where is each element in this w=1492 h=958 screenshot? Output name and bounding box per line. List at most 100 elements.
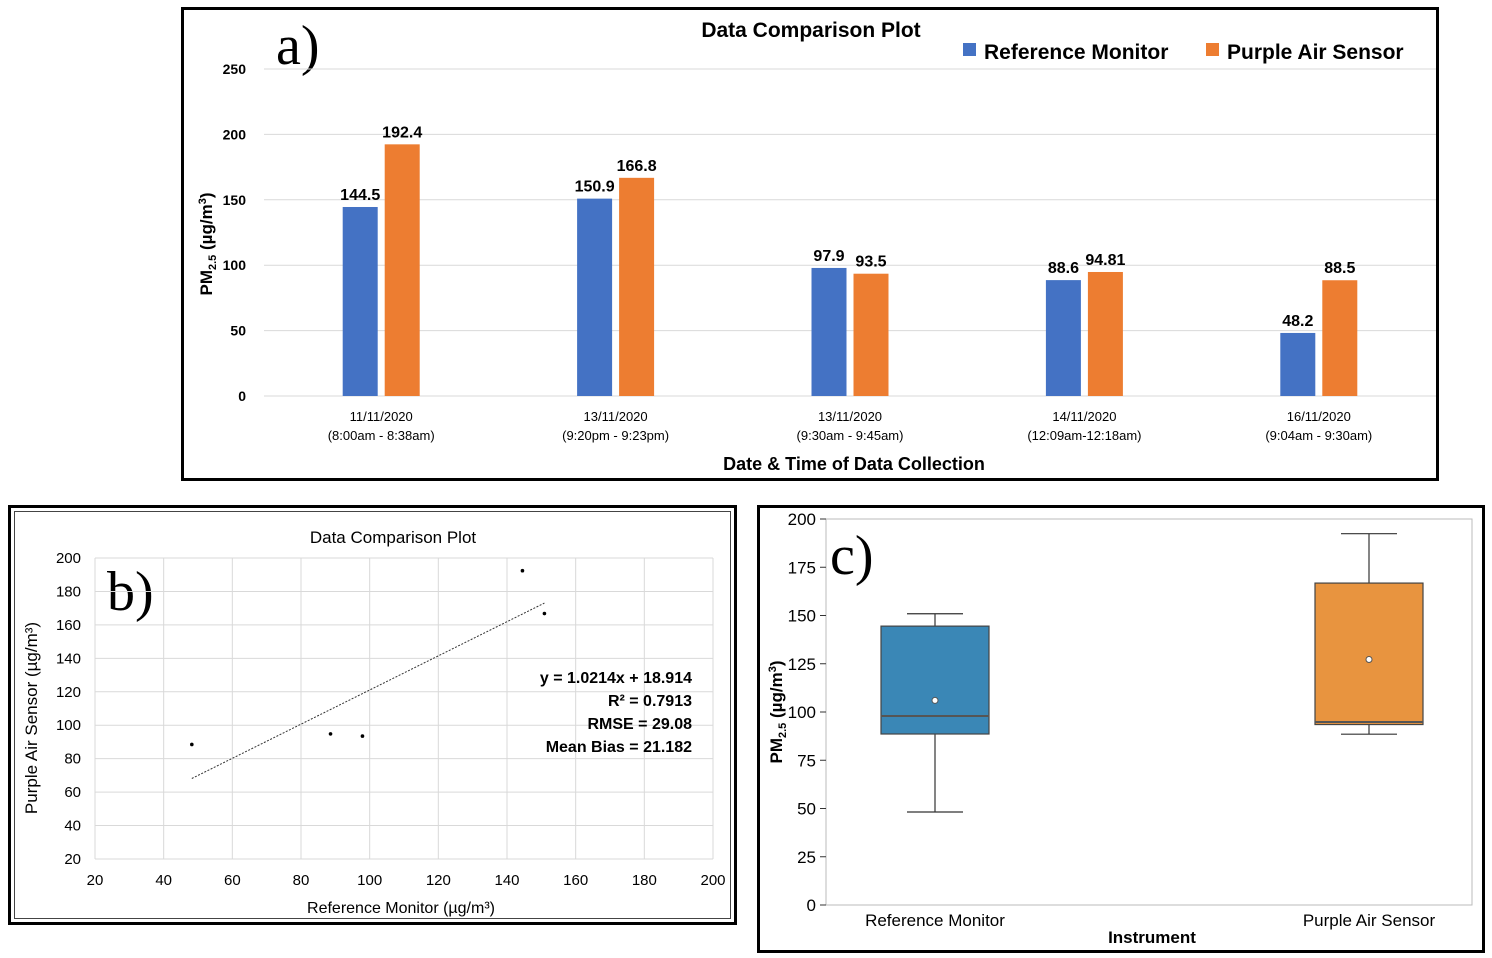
x-tick-label: 200: [700, 872, 725, 889]
x-axis-title: Date & Time of Data Collection: [723, 454, 985, 474]
box-reference: [880, 613, 990, 813]
y-tick-label: 180: [56, 583, 81, 600]
box-plot: c) PM2.5 (µg/m3) Instrument 0 25 50 75 100 12…: [767, 510, 1473, 947]
legend-swatch-reference: [963, 43, 976, 56]
y-tick-label: 160: [56, 617, 81, 634]
inner-frame: [14, 511, 731, 919]
data-label-purple: 192.4: [382, 124, 422, 141]
box-purple: [1314, 533, 1424, 735]
mean-marker: [931, 696, 939, 704]
iqr-box: [880, 625, 990, 735]
legend-label-purple: Purple Air Sensor: [1227, 41, 1404, 64]
regression-annotation: Mean Bias = 21.182: [546, 739, 692, 756]
scatter-chart: Data Comparison Plot b) Purple Air Senso…: [22, 528, 726, 917]
x-tick-date: 13/11/2020: [818, 409, 882, 424]
bar-reference: [1280, 332, 1316, 396]
bar-reference: [811, 267, 847, 396]
scatter-chart-panel: Data Comparison Plot b) Purple Air Senso…: [8, 505, 737, 925]
x-tick-label: 140: [494, 872, 519, 889]
y-axis-label: Purple Air Sensor (µg/m³): [22, 622, 41, 814]
x-tick-label: 80: [293, 872, 310, 889]
chart-title: Data Comparison Plot: [701, 19, 920, 42]
y-tick-label: 175: [788, 558, 816, 577]
x-tick-label: Reference Monitor: [865, 911, 1005, 930]
y-tick-label: 200: [56, 550, 81, 567]
x-tick-time: (9:20pm - 9:23pm): [562, 428, 669, 443]
x-tick-label: 20: [87, 872, 104, 889]
bar-purple: [853, 273, 889, 396]
scatter-point: [360, 734, 365, 738]
legend: Reference Monitor Purple Air Sensor: [963, 41, 1404, 64]
bar-purple: [384, 144, 420, 396]
y-tick-label: 20: [64, 851, 81, 868]
data-label-reference: 48.2: [1282, 313, 1313, 330]
x-tick-time: (8:00am - 8:38am): [328, 428, 435, 443]
y-tick-label: 75: [797, 751, 816, 770]
mean-marker: [1365, 656, 1373, 664]
y-tick-label: 50: [797, 800, 816, 819]
trendline: [191, 602, 545, 779]
panel-label: c): [830, 525, 874, 587]
x-axis-label: Reference Monitor (µg/m³): [307, 900, 495, 917]
x-axis-title: Instrument: [1108, 928, 1196, 947]
y-tick-label: 80: [64, 751, 81, 768]
y-tick-label: 250: [223, 61, 247, 77]
box-plot-panel: c) PM2.5 (µg/m3) Instrument 0 25 50 75 100 12…: [757, 505, 1485, 953]
x-tick-date: 11/11/2020: [350, 409, 413, 424]
y-tick-label: 50: [230, 323, 246, 339]
data-label-reference: 144.5: [340, 187, 380, 204]
iqr-box: [1314, 582, 1424, 726]
y-tick-label: 25: [797, 848, 816, 867]
scatter-point: [328, 732, 333, 736]
x-tick-label: 60: [224, 872, 241, 889]
bar-chart-panel: a) Data Comparison Plot Reference Monito…: [181, 7, 1439, 481]
x-tick-label: Purple Air Sensor: [1303, 911, 1436, 930]
x-tick-label: 180: [632, 872, 657, 889]
x-tick-date: 13/11/2020: [584, 409, 648, 424]
y-tick-label: 200: [788, 510, 816, 529]
panel-label: a): [276, 15, 320, 77]
data-label-reference: 88.6: [1048, 260, 1079, 277]
chart-title: Data Comparison Plot: [310, 528, 477, 547]
data-label-purple: 166.8: [617, 158, 657, 175]
regression-annotation: y = 1.0214x + 18.914: [540, 670, 692, 687]
y-tick-label: 0: [807, 896, 816, 915]
scatter-point: [542, 611, 547, 616]
y-tick-label: 140: [56, 650, 81, 667]
x-tick-time: (12:09am-12:18am): [1027, 428, 1141, 443]
y-tick-label: 200: [223, 126, 247, 142]
y-axis-label: PM2.5 (µg/m3): [767, 661, 789, 764]
data-label-reference: 97.9: [813, 248, 844, 265]
y-tick-label: 40: [64, 818, 81, 835]
legend-swatch-purple: [1206, 43, 1219, 56]
x-tick-label: 100: [357, 872, 382, 889]
bar-reference: [577, 198, 613, 396]
x-tick-label: 120: [426, 872, 451, 889]
data-label-purple: 93.5: [855, 254, 886, 271]
bar-reference: [1045, 280, 1081, 396]
y-axis-label: PM2.5 (µg/m3): [197, 193, 219, 296]
y-tick-label: 120: [56, 684, 81, 701]
y-tick-label: 100: [56, 717, 81, 734]
bar-reference: [342, 206, 378, 396]
scatter-point: [190, 742, 194, 747]
bar-purple: [1087, 271, 1123, 396]
data-label-purple: 88.5: [1324, 260, 1355, 277]
x-tick-label: 40: [155, 872, 172, 889]
bar-purple: [1322, 280, 1358, 396]
x-tick-time: (9:30am - 9:45am): [797, 428, 904, 443]
y-tick-label: 100: [788, 703, 816, 722]
y-tick-label: 100: [223, 257, 247, 273]
x-tick-time: (9:04am - 9:30am): [1265, 428, 1372, 443]
x-tick-date: 16/11/2020: [1287, 409, 1351, 424]
legend-label-reference: Reference Monitor: [984, 41, 1168, 64]
x-tick-label: 160: [563, 872, 588, 889]
scatter-point: [520, 568, 525, 573]
regression-annotation: RMSE = 29.08: [588, 716, 693, 733]
x-tick-date: 14/11/2020: [1052, 409, 1116, 424]
data-label-purple: 94.81: [1085, 252, 1125, 269]
y-tick-label: 0: [238, 388, 246, 404]
regression-annotation: R² = 0.7913: [608, 693, 692, 710]
y-tick-label: 60: [64, 784, 81, 801]
bar-chart: a) Data Comparison Plot Reference Monito…: [197, 15, 1436, 474]
